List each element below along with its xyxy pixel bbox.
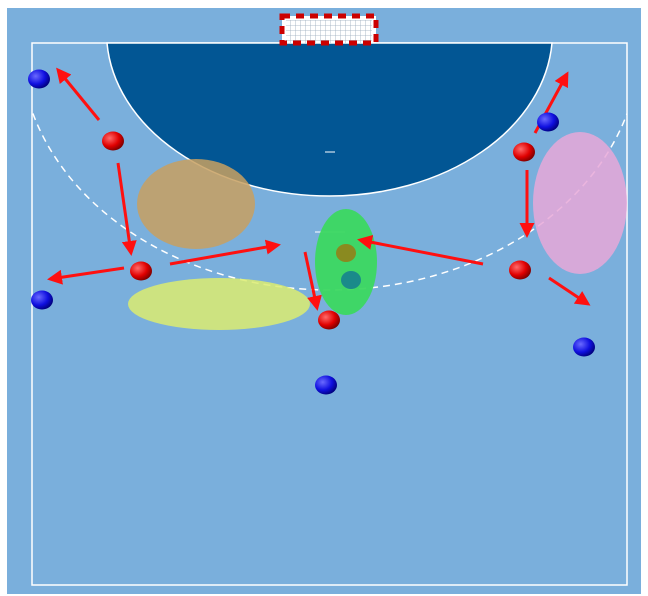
zone xyxy=(533,132,627,274)
defenders xyxy=(28,69,595,395)
zone xyxy=(128,278,310,330)
goal-area xyxy=(106,42,553,197)
attackers xyxy=(102,131,535,330)
goal xyxy=(279,13,379,46)
ball xyxy=(341,271,361,289)
ball xyxy=(336,244,356,262)
zone xyxy=(137,159,255,249)
